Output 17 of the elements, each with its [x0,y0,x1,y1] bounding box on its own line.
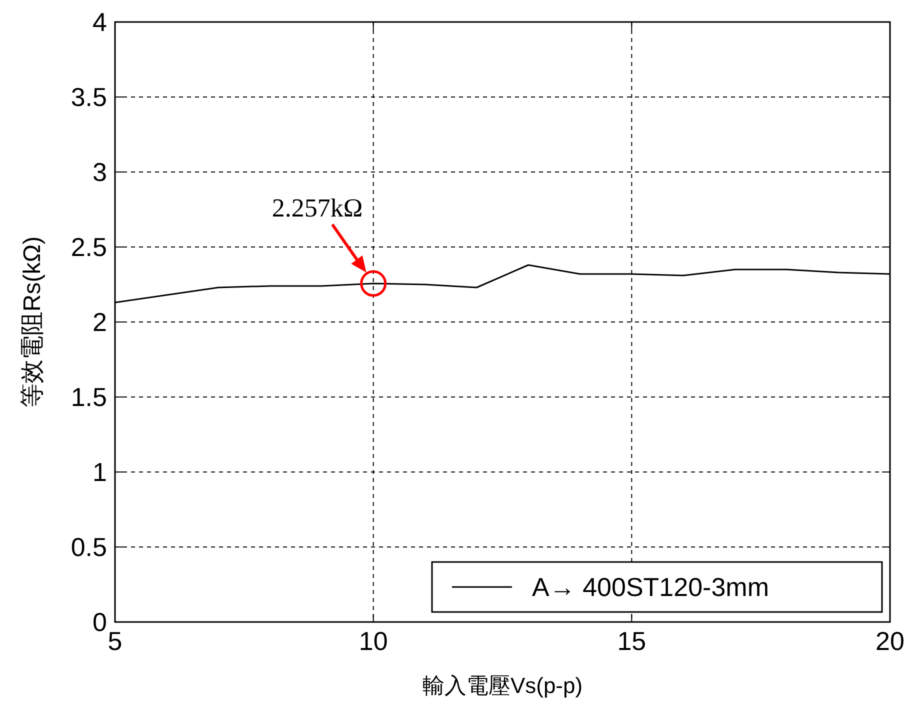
y-tick-label: 2 [92,307,107,337]
y-tick-label: 0.5 [70,532,107,562]
y-tick-label: 2.5 [70,232,107,262]
x-tick-label: 15 [617,626,646,656]
annotation: 2.257kΩ [272,193,363,222]
x-tick-label: 5 [108,626,122,656]
y-axis-title: 等效電阻Rs(kΩ) [19,236,46,408]
y-tick-label: 1 [92,457,107,487]
x-axis-title: 輸入電壓Vs(p-p) [422,673,583,698]
y-tick-label: 0 [92,607,107,637]
y-tick-label: 4 [92,7,107,37]
x-tick-label: 10 [358,626,388,656]
y-tick-label: 3.5 [70,82,107,112]
legend-label: A→ 400ST120-3mm [532,572,769,602]
x-tick-label: 20 [876,626,904,656]
y-tick-label: 3 [92,157,107,187]
y-tick-label: 1.5 [70,382,107,412]
